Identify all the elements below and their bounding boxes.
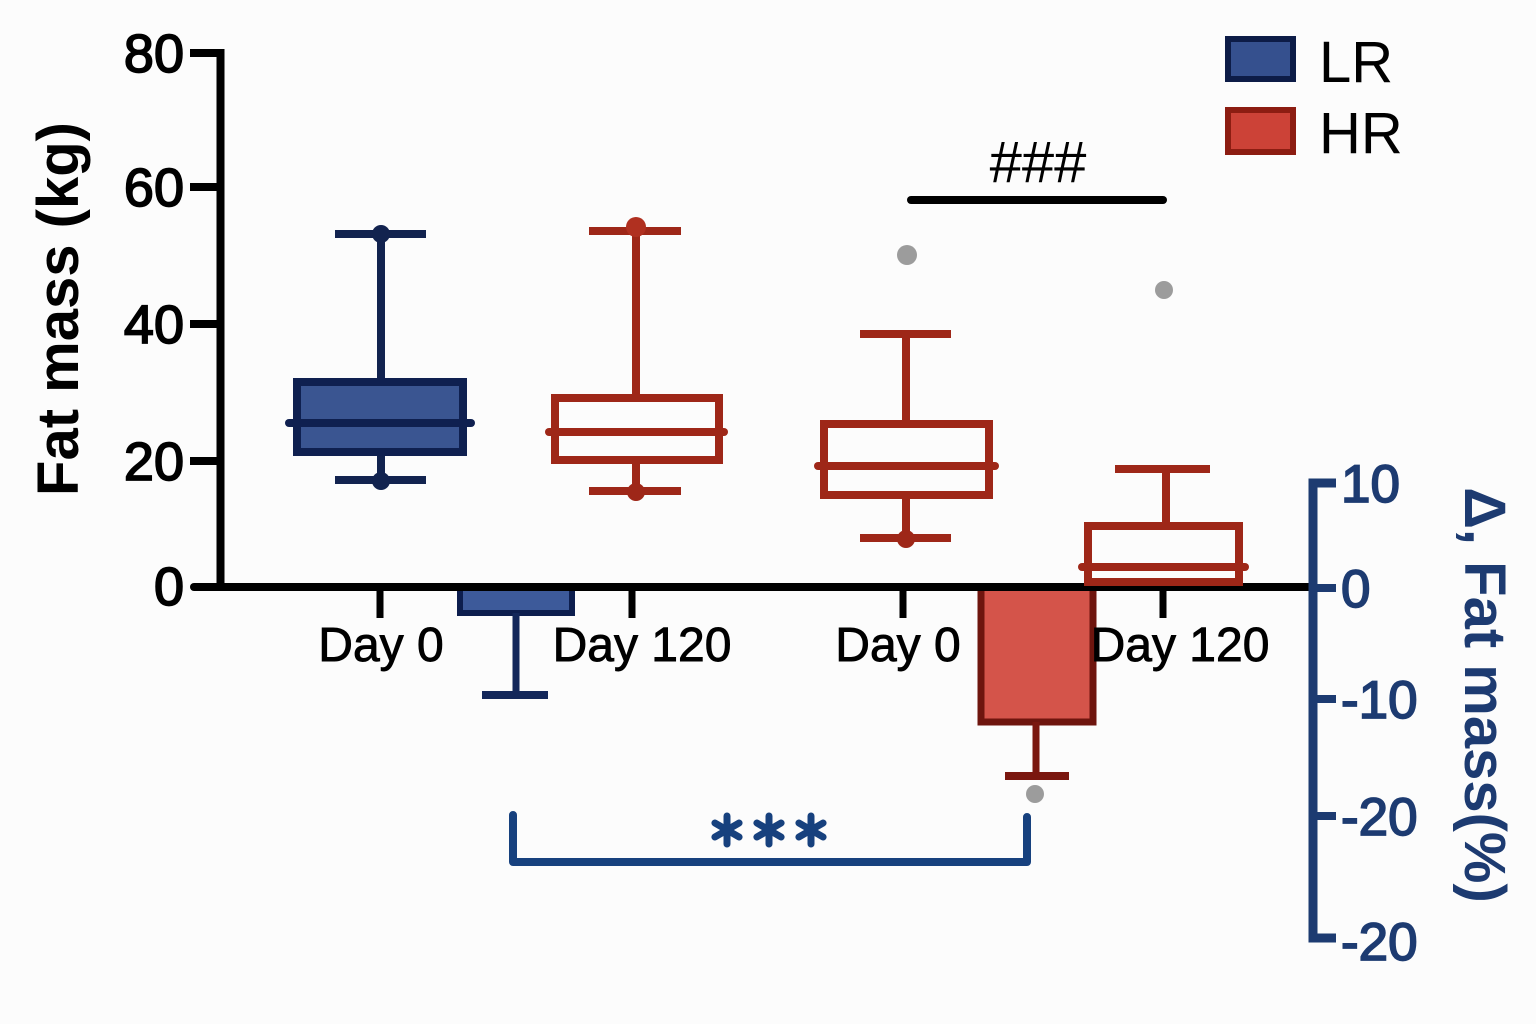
svg-text:Day 120: Day 120 <box>553 619 732 672</box>
svg-text:Day 120: Day 120 <box>1091 619 1270 672</box>
svg-text:0: 0 <box>1341 560 1370 619</box>
svg-text:80: 80 <box>124 24 184 84</box>
svg-text:-20: -20 <box>1341 788 1418 847</box>
svg-text:Day 0: Day 0 <box>318 619 443 672</box>
svg-text:Day 0: Day 0 <box>835 619 960 672</box>
svg-text:Fat mass (kg): Fat mass (kg) <box>26 122 91 496</box>
svg-text:###: ### <box>990 130 1087 195</box>
svg-text:-10: -10 <box>1341 671 1418 730</box>
svg-text:HR: HR <box>1319 101 1403 166</box>
svg-text:LR: LR <box>1319 30 1393 95</box>
svg-text:0: 0 <box>154 557 184 617</box>
svg-text:10: 10 <box>1341 455 1400 514</box>
svg-text:-20: -20 <box>1341 913 1418 972</box>
svg-text:60: 60 <box>124 158 184 218</box>
svg-text:20: 20 <box>124 432 184 492</box>
svg-text:40: 40 <box>124 295 184 355</box>
svg-text:Δ, Fat mass(%): Δ, Fat mass(%) <box>1452 487 1517 903</box>
